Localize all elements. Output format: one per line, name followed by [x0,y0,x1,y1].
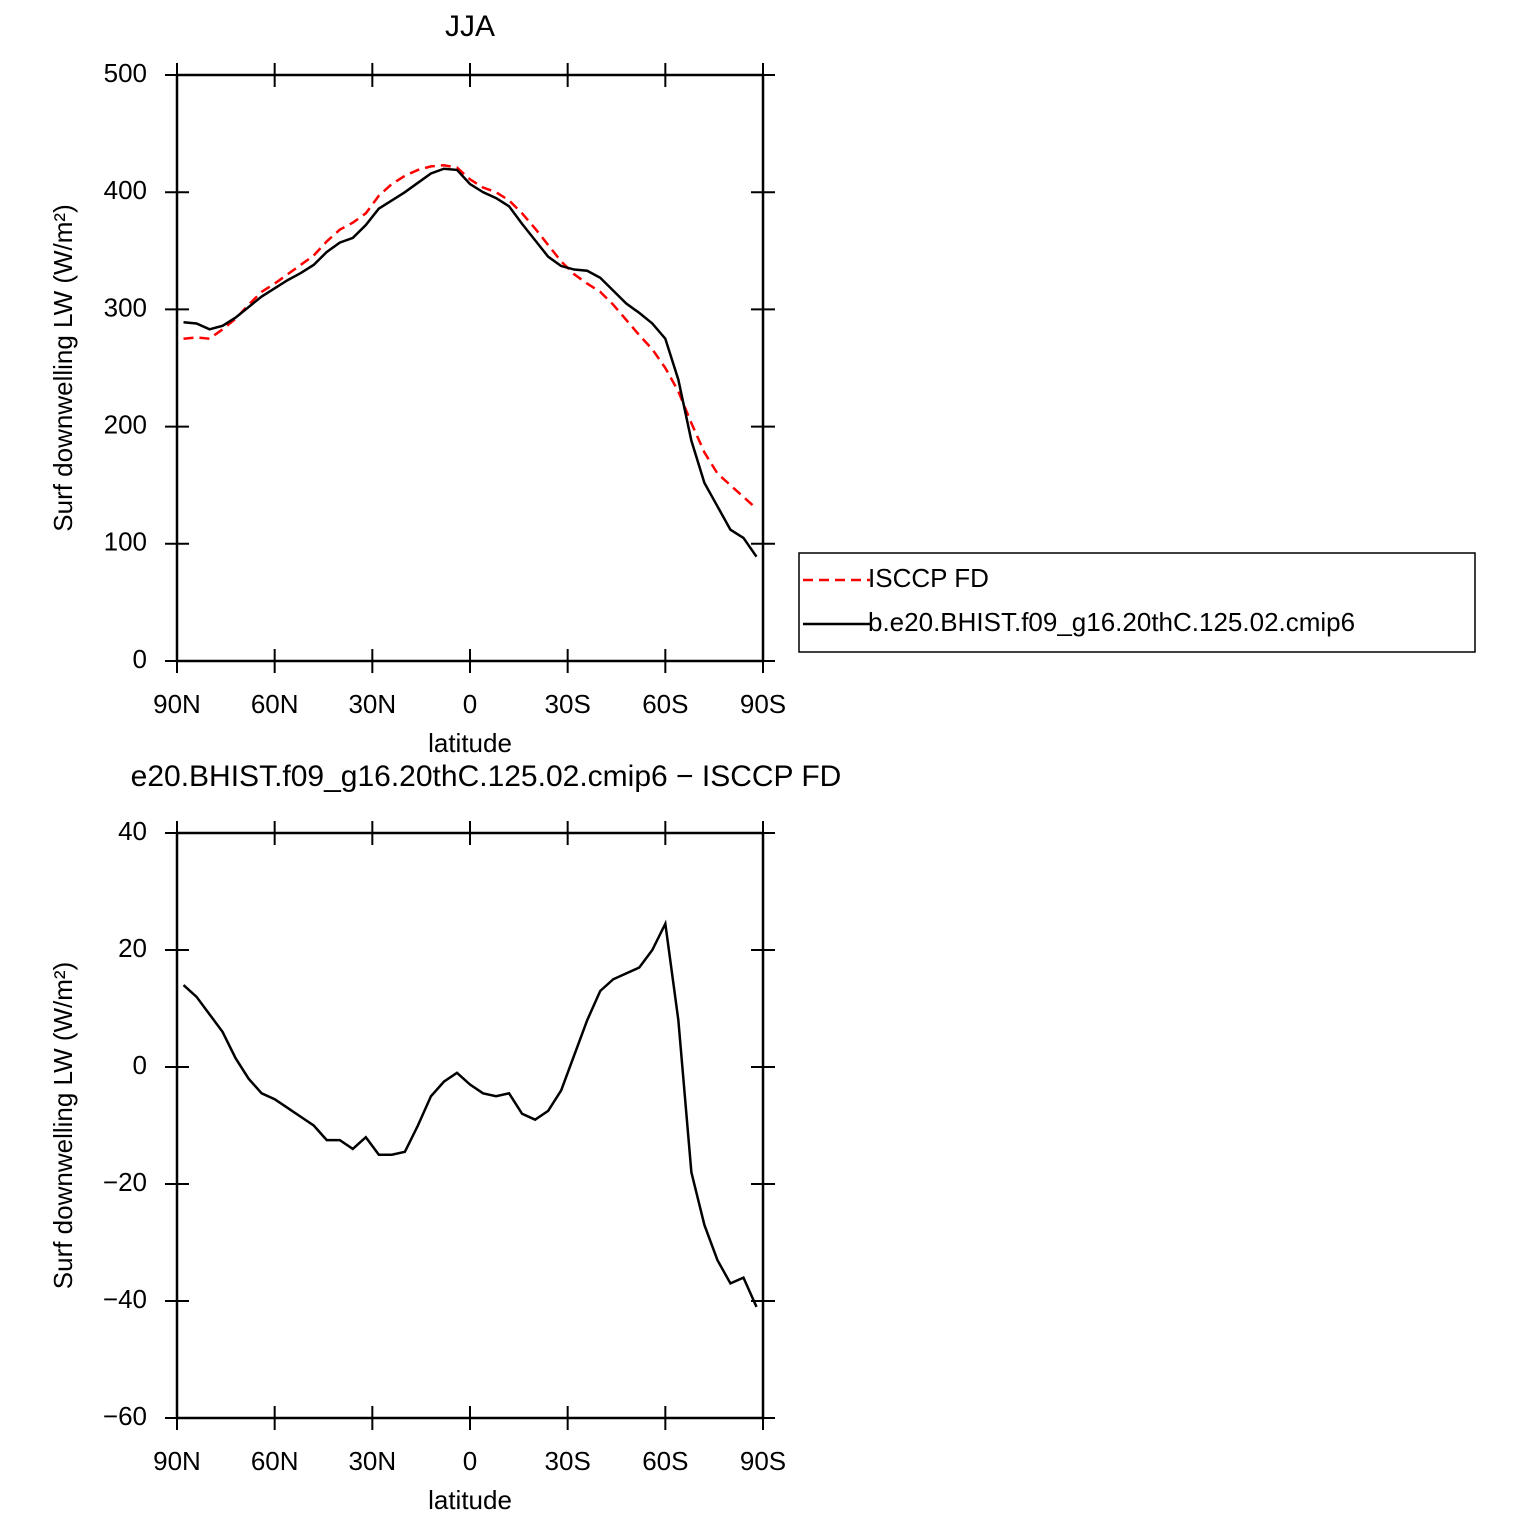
x-tick-label: 90S [740,689,786,719]
plot-frame [175,831,765,1420]
x-tick-label: 60S [642,1446,688,1476]
data-line [183,163,758,510]
y-tick-label: −40 [103,1284,147,1314]
y-tick-label: 500 [104,58,147,88]
x-tick-label: 30S [545,689,591,719]
x-tick-label: 30S [545,1446,591,1476]
x-axis-label: latitude [428,728,512,758]
y-tick-label: 200 [104,409,147,439]
y-tick-label: 0 [133,644,147,674]
x-tick-label: 60N [251,1446,299,1476]
x-tick-label: 90S [740,1446,786,1476]
x-tick-label: 90N [153,1446,201,1476]
chart-title: e20.BHIST.f09_g16.20thC.125.02.cmip6 − I… [131,760,842,793]
y-tick-label: 0 [133,1050,147,1080]
x-tick-label: 60N [251,689,299,719]
legend-label: b.e20.BHIST.f09_g16.20thC.125.02.cmip6 [868,607,1355,637]
x-tick-label: 60S [642,689,688,719]
x-tick-label: 0 [463,689,477,719]
legend-label: ISCCP FD [868,563,989,593]
data-line [183,167,758,558]
chart-title: JJA [445,10,495,43]
legend-box [798,552,1476,653]
y-axis-label: Surf downwelling LW (W/m²) [48,204,78,531]
y-tick-label: −20 [103,1167,147,1197]
x-tick-label: 0 [463,1446,477,1476]
x-tick-label: 90N [153,689,201,719]
y-tick-label: −60 [103,1401,147,1431]
x-tick-label: 30N [348,689,396,719]
y-axis-label: Surf downwelling LW (W/m²) [48,962,78,1289]
x-axis-label: latitude [428,1485,512,1515]
y-tick-label: 300 [104,292,147,322]
y-tick-label: 40 [118,816,147,846]
data-line [182,919,758,1308]
y-tick-label: 20 [118,933,147,963]
y-tick-label: 400 [104,175,147,205]
x-tick-label: 30N [348,1446,396,1476]
y-tick-label: 100 [104,527,147,557]
